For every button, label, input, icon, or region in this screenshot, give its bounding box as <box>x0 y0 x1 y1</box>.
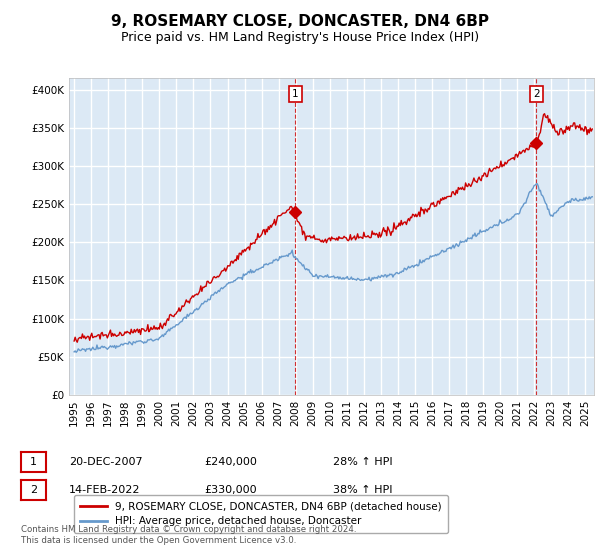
Text: 9, ROSEMARY CLOSE, DONCASTER, DN4 6BP: 9, ROSEMARY CLOSE, DONCASTER, DN4 6BP <box>111 14 489 29</box>
Text: Contains HM Land Registry data © Crown copyright and database right 2024.
This d: Contains HM Land Registry data © Crown c… <box>21 525 356 545</box>
Text: Price paid vs. HM Land Registry's House Price Index (HPI): Price paid vs. HM Land Registry's House … <box>121 31 479 44</box>
Text: 1: 1 <box>292 88 299 99</box>
Text: 38% ↑ HPI: 38% ↑ HPI <box>333 485 392 495</box>
Text: 20-DEC-2007: 20-DEC-2007 <box>69 457 143 467</box>
Legend: 9, ROSEMARY CLOSE, DONCASTER, DN4 6BP (detached house), HPI: Average price, deta: 9, ROSEMARY CLOSE, DONCASTER, DN4 6BP (d… <box>74 495 448 533</box>
Text: 14-FEB-2022: 14-FEB-2022 <box>69 485 140 495</box>
Text: £240,000: £240,000 <box>204 457 257 467</box>
Text: 1: 1 <box>30 457 37 467</box>
Text: 2: 2 <box>30 485 37 495</box>
Text: £330,000: £330,000 <box>204 485 257 495</box>
Text: 2: 2 <box>533 88 539 99</box>
Text: 28% ↑ HPI: 28% ↑ HPI <box>333 457 392 467</box>
